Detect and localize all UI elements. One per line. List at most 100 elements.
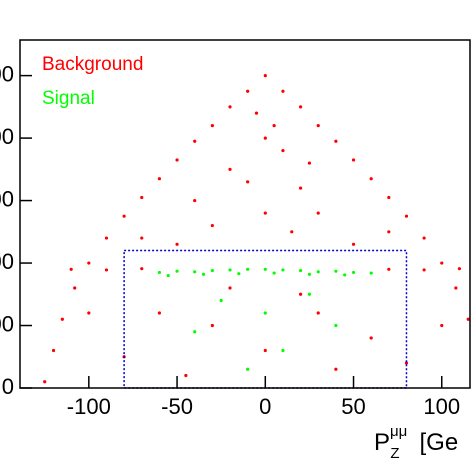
data-point — [351, 242, 356, 246]
data-point — [228, 268, 232, 272]
y-tick-label: 00 — [0, 249, 14, 274]
data-point — [219, 298, 223, 303]
x-tick-label: -100 — [67, 394, 111, 419]
data-point — [334, 269, 338, 273]
data-point — [263, 267, 267, 271]
x-tick-label: 0 — [259, 394, 271, 419]
data-point — [51, 348, 56, 353]
data-point — [316, 211, 320, 215]
plot-frame — [19, 39, 471, 389]
data-point — [104, 268, 109, 272]
data-point — [404, 214, 409, 218]
data-point — [246, 89, 250, 93]
data-point — [369, 336, 373, 340]
data-point — [316, 123, 320, 128]
data-point — [140, 195, 144, 200]
data-point — [307, 272, 312, 276]
legend-entry: Signal — [42, 88, 95, 109]
data-point — [184, 373, 188, 378]
data-point — [263, 211, 267, 215]
data-point — [334, 323, 338, 328]
data-point — [140, 236, 144, 240]
data-point — [263, 348, 267, 353]
data-point — [454, 286, 458, 290]
data-point — [237, 272, 241, 276]
data-point — [440, 323, 444, 328]
data-point — [140, 267, 144, 271]
data-point — [316, 270, 320, 274]
data-point — [193, 330, 197, 334]
data-point — [193, 198, 197, 203]
data-point — [193, 270, 197, 274]
data-point — [351, 158, 356, 162]
data-point — [166, 273, 170, 278]
data-point — [246, 180, 250, 184]
y-tick-label: 00 — [0, 61, 14, 86]
data-point — [73, 286, 77, 290]
data-point — [298, 186, 303, 190]
data-point — [422, 268, 426, 272]
data-point — [228, 167, 232, 171]
data-point — [334, 367, 338, 371]
data-point — [263, 311, 267, 315]
data-point — [210, 123, 214, 128]
data-point — [298, 292, 303, 296]
data-point — [43, 380, 47, 384]
data-point — [307, 161, 312, 165]
label-base: P — [374, 429, 390, 456]
data-point — [307, 292, 312, 296]
x-axis-label: Pμμ Z [Ge — [374, 423, 458, 462]
data-point — [60, 317, 64, 321]
label-unit: [Ge — [419, 429, 458, 456]
data-point — [281, 148, 285, 153]
y-tick-label: 00 — [0, 124, 14, 149]
data-point — [440, 261, 444, 265]
x-tick-label: -50 — [161, 394, 193, 419]
data-point — [387, 267, 391, 271]
data-point — [290, 230, 294, 234]
data-point — [254, 111, 259, 115]
data-point — [466, 317, 470, 321]
data-point — [351, 270, 356, 275]
data-point — [369, 271, 373, 275]
x-tick-label: 100 — [423, 394, 460, 419]
data-point — [246, 267, 250, 271]
data-point — [210, 223, 214, 228]
data-point — [272, 271, 276, 275]
data-point — [334, 139, 338, 143]
data-point — [69, 267, 73, 271]
data-point — [343, 273, 347, 277]
data-point — [457, 267, 462, 271]
data-point — [281, 268, 285, 272]
data-point — [246, 367, 250, 371]
data-point — [104, 236, 109, 240]
data-point — [387, 230, 391, 234]
data-point — [210, 268, 214, 273]
data-point — [272, 123, 276, 128]
data-point — [263, 136, 267, 140]
data-point — [298, 268, 303, 273]
data-point — [387, 195, 391, 200]
data-point — [210, 323, 214, 328]
y-tick-label: 00 — [0, 311, 14, 336]
data-point — [316, 311, 320, 315]
data-point — [87, 311, 91, 315]
data-point — [298, 105, 303, 109]
data-point — [193, 139, 197, 143]
data-point — [87, 261, 91, 265]
data-point — [157, 270, 162, 275]
y-tick-label: 00 — [0, 186, 14, 211]
data-point — [281, 89, 285, 93]
data-point — [175, 242, 179, 246]
label-sub: Z — [390, 445, 399, 462]
data-point — [157, 177, 162, 181]
data-point — [175, 158, 179, 162]
data-point — [422, 236, 426, 240]
data-point — [404, 361, 409, 365]
data-point — [228, 105, 232, 109]
data-point — [175, 269, 179, 273]
data-point — [281, 348, 285, 353]
data-point — [369, 177, 373, 181]
data-point — [228, 286, 232, 290]
